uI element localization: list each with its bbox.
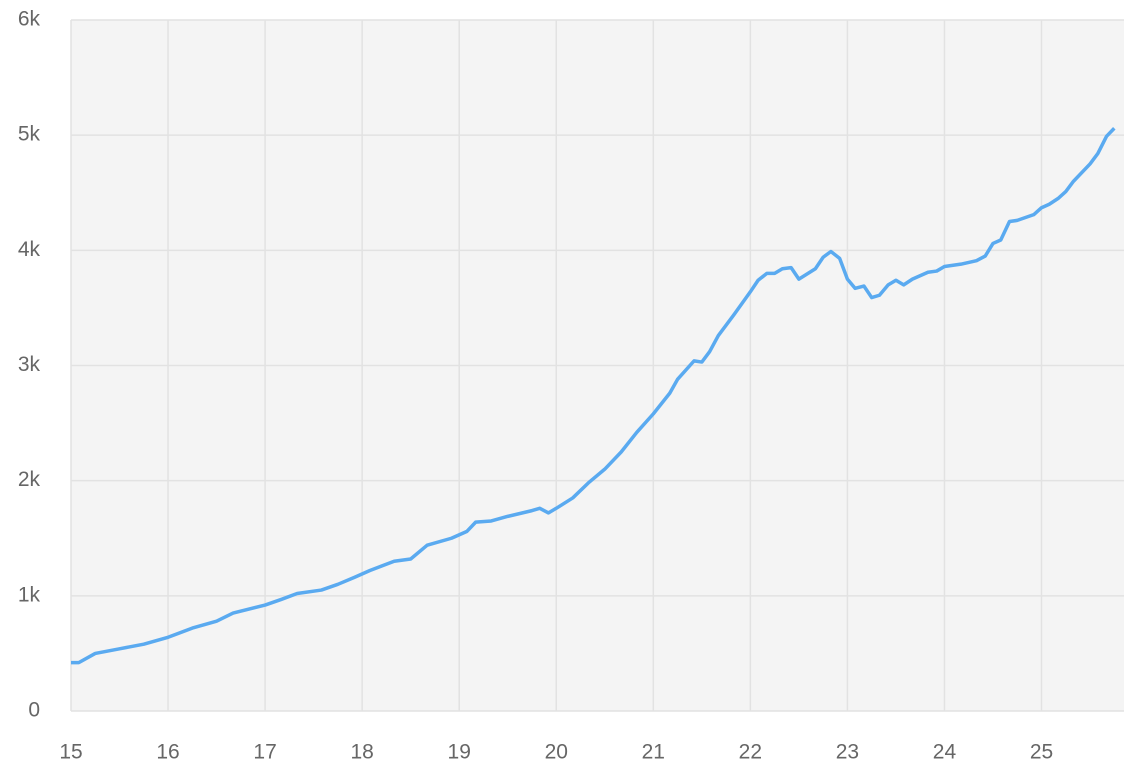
x-tick-label: 22 <box>739 741 762 764</box>
x-tick-label: 21 <box>642 741 665 764</box>
x-tick-label: 16 <box>156 741 179 764</box>
x-tick-label: 15 <box>59 741 82 764</box>
y-tick-label: 4k <box>18 238 41 261</box>
y-tick-label: 2k <box>18 468 41 491</box>
y-tick-label: 0 <box>28 699 40 722</box>
x-tick-label: 19 <box>448 741 471 764</box>
x-tick-label: 17 <box>253 741 276 764</box>
y-tick-label: 5k <box>18 123 41 146</box>
x-tick-label: 20 <box>545 741 568 764</box>
data-line <box>71 127 1116 665</box>
y-tick-label: 1k <box>18 583 41 606</box>
x-tick-label: 23 <box>836 741 859 764</box>
y-tick-label: 6k <box>18 8 41 31</box>
x-tick-label: 25 <box>1030 741 1053 764</box>
y-tick-label: 3k <box>18 353 41 376</box>
x-tick-label: 24 <box>933 741 957 764</box>
x-tick-label: 18 <box>350 741 373 764</box>
